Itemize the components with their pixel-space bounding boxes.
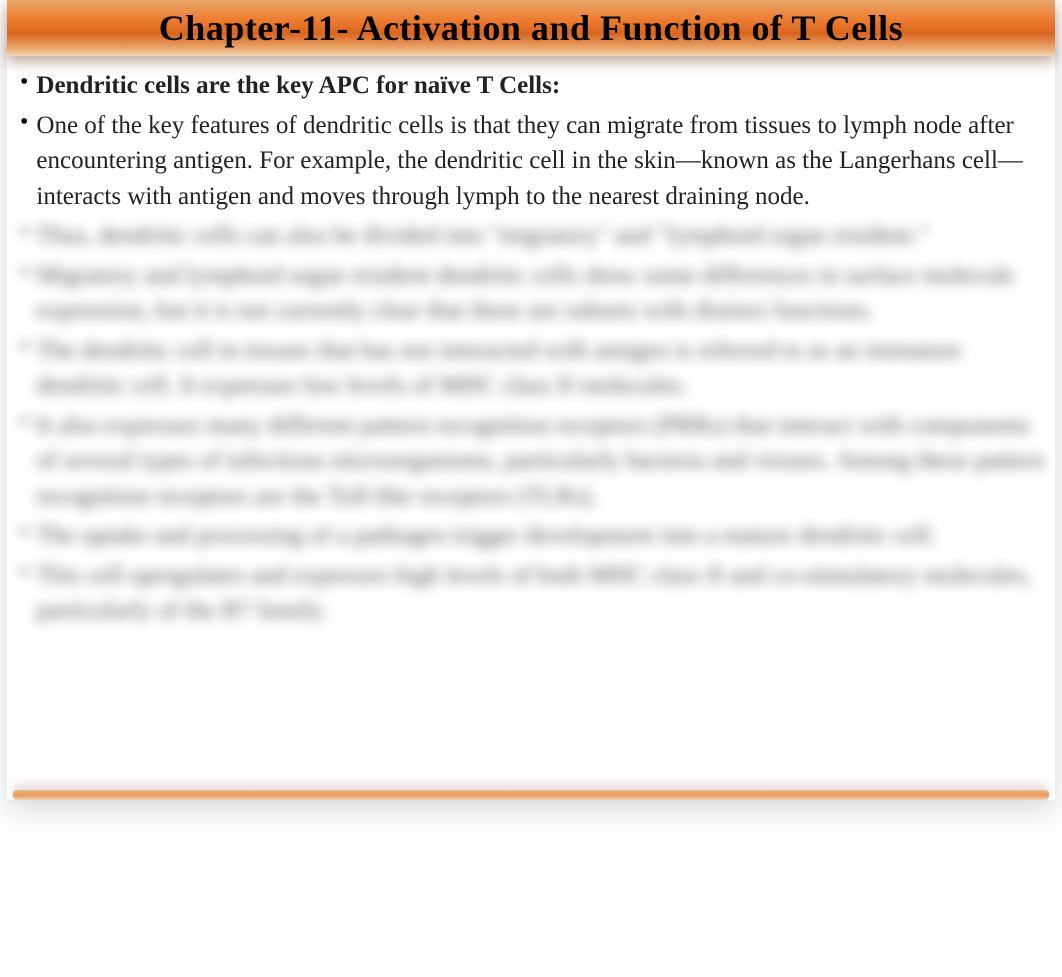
bullet-list: • Dendritic cells are the key APC for na…	[16, 68, 1046, 629]
list-item: • The uptake and processing of a pathoge…	[16, 518, 1046, 554]
bullet-text: It also expresses many different pattern…	[36, 408, 1046, 515]
bullet-text: Migratory and lymphoid organ resident de…	[36, 258, 1046, 329]
bullet-icon: •	[20, 408, 28, 437]
bullet-icon: •	[20, 333, 28, 362]
list-item: • It also expresses many different patte…	[16, 408, 1046, 515]
list-item: • Migratory and lymphoid organ resident …	[16, 258, 1046, 329]
bullet-icon: •	[20, 108, 28, 137]
list-item: • This cell upregulates and expresses hi…	[16, 558, 1046, 629]
bullet-text: Dendritic cells are the key APC for naïv…	[36, 68, 560, 104]
slide-container: Chapter-11- Activation and Function of T…	[7, 0, 1055, 800]
bullet-icon: •	[20, 258, 28, 287]
bullet-icon: •	[20, 558, 28, 587]
bottom-decorative-rule	[13, 790, 1049, 800]
bullet-icon: •	[20, 218, 28, 247]
list-item: • One of the key features of dendritic c…	[16, 108, 1046, 215]
bullet-icon: •	[20, 68, 28, 97]
bullet-text: This cell upregulates and expresses high…	[36, 558, 1046, 629]
bullet-text: Thus, dendritic cells can also be divide…	[36, 218, 928, 254]
bullet-text: The dendritic cell in tissues that has n…	[36, 333, 1046, 404]
list-item: • Dendritic cells are the key APC for na…	[16, 68, 1046, 104]
slide-title: Chapter-11- Activation and Function of T…	[159, 7, 903, 49]
bullet-icon: •	[20, 518, 28, 547]
bullet-text: One of the key features of dendritic cel…	[36, 108, 1046, 215]
bullet-text: The uptake and processing of a pathogen …	[36, 518, 936, 554]
list-item: • The dendritic cell in tissues that has…	[16, 333, 1046, 404]
title-band: Chapter-11- Activation and Function of T…	[7, 0, 1055, 56]
list-item: • Thus, dendritic cells can also be divi…	[16, 218, 1046, 254]
content-area: • Dendritic cells are the key APC for na…	[7, 56, 1055, 629]
